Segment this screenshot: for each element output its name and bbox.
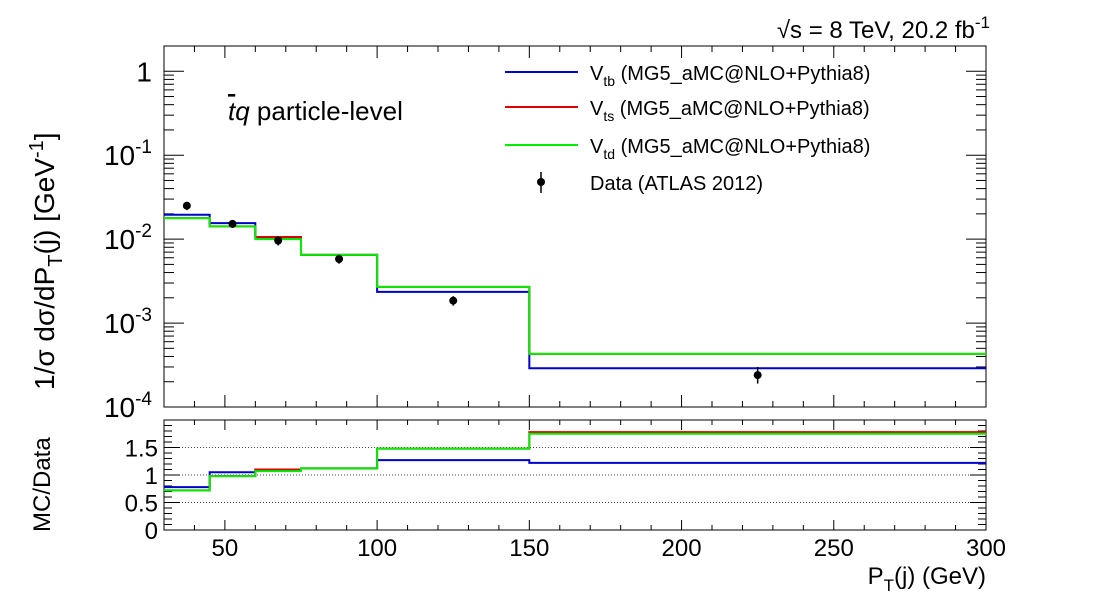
data-point [274,236,283,245]
top-series-lines [164,213,986,370]
top-series-line-td [164,217,986,355]
ratio-grid-lines [164,447,986,503]
ratio-series-line-ts [164,431,986,492]
data-point [449,296,458,305]
data-point [182,201,191,210]
ratio-series-line-td [164,432,986,492]
legend-label-data: Data (ATLAS 2012) [590,173,763,195]
ratio-ytick-label: 0.5 [125,491,158,518]
top-ytick-label: 10-4 [104,389,152,423]
ratio-ytick-label: 1.5 [125,436,158,463]
xtick-label: 250 [814,535,854,562]
top-axis-ticks [163,45,987,530]
top-panel-frame [163,45,987,408]
ratio-ytick-label: 1 [145,463,158,490]
data-point [753,371,762,380]
top-ytick-labels: 10-4 10-3 10-2 10-1 1 [104,56,152,423]
process-annotation: tq particle-level [228,96,403,126]
data-points [182,201,762,384]
legend-label-tb: Vtb (MG5_aMC@NLO+Pythia8) [590,63,870,89]
data-point [335,254,344,263]
energy-lumi-label: √s = 8 TeV, 20.2 fb-1 [777,13,990,44]
legend-label-td: Vtd (MG5_aMC@NLO+Pythia8) [590,136,870,162]
legend: Vtb (MG5_aMC@NLO+Pythia8) Vts (MG5_aMC@N… [505,63,870,195]
top-ylabel: 1/σ dσ/dPT(j) [GeV-1] [26,132,67,390]
ratio-axis-ticks [164,419,986,531]
top-ytick-label: 10-1 [104,137,152,171]
ratio-series-lines [164,431,986,492]
xtick-label: 150 [509,535,549,562]
ratio-ylabel: MC/Data [29,437,56,532]
data-point [228,219,237,228]
top-ytick-label: 1 [136,56,152,87]
xtick-labels: 50 100 150 200 250 300 [212,535,1006,562]
xtick-label: 50 [212,535,239,562]
ratio-series-line-tb [164,459,986,489]
xtick-label: 100 [357,535,397,562]
xtick-label: 200 [662,535,702,562]
ratio-ytick-labels: 00.511.5 [125,436,158,546]
xlabel: PT(j) (GeV) [868,563,986,595]
legend-label-ts: Vts (MG5_aMC@NLO+Pythia8) [590,98,870,124]
xtick-label: 300 [966,535,1006,562]
top-ytick-label: 10-3 [104,305,152,339]
ratio-ytick-label: 0 [145,518,158,545]
top-ytick-label: 10-2 [104,221,152,255]
legend-data-marker [537,178,545,186]
